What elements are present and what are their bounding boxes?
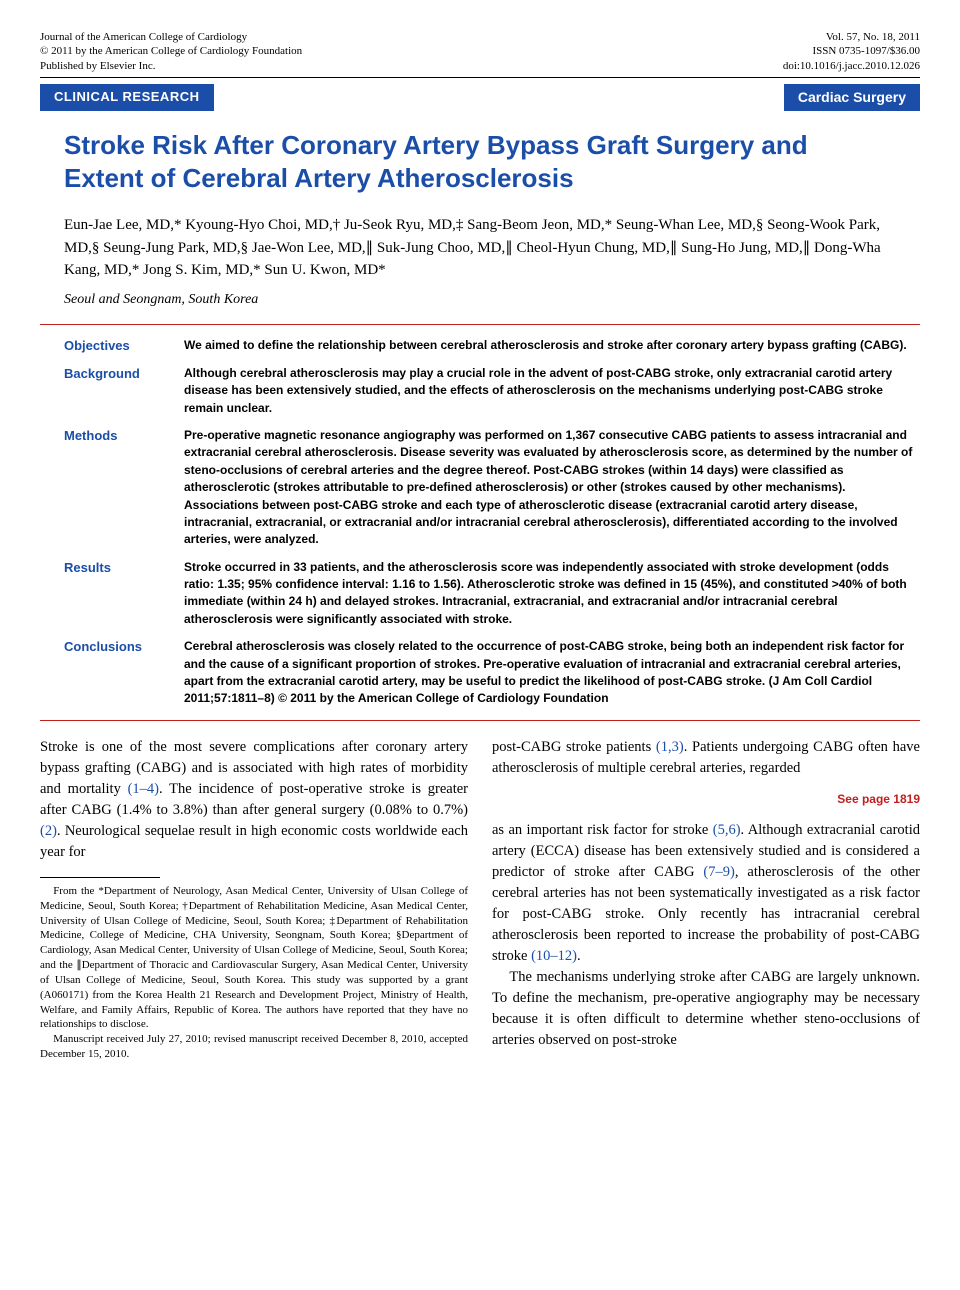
citation-link[interactable]: (2)	[40, 823, 57, 839]
section-banner: CLINICAL RESEARCH Cardiac Surgery	[40, 84, 920, 112]
citation-link[interactable]: (1,3)	[656, 739, 684, 755]
abstract-label-background: Background	[64, 365, 184, 383]
abstract-label-results: Results	[64, 559, 184, 577]
section-type: CLINICAL RESEARCH	[40, 84, 214, 112]
manuscript-dates-footnote: Manuscript received July 27, 2010; revis…	[40, 1032, 468, 1062]
publisher: Published by Elsevier Inc.	[40, 59, 302, 73]
citation-link[interactable]: (10–12)	[531, 948, 577, 964]
doi: doi:10.1016/j.jacc.2010.12.026	[783, 59, 920, 73]
author-list: Eun-Jae Lee, MD,* Kyoung-Hyo Choi, MD,† …	[64, 214, 884, 282]
article-title: Stroke Risk After Coronary Artery Bypass…	[64, 129, 864, 194]
see-page-link[interactable]: See page 1819	[492, 791, 920, 808]
abstract-row: Objectives We aimed to define the relati…	[64, 337, 920, 355]
abstract-row: Background Although cerebral atheroscler…	[64, 365, 920, 417]
abstract-text-background: Although cerebral atherosclerosis may pl…	[184, 365, 920, 417]
header-right: Vol. 57, No. 18, 2011 ISSN 0735-1097/$36…	[783, 30, 920, 73]
abstract-row: Results Stroke occurred in 33 patients, …	[64, 559, 920, 629]
abstract-text-methods: Pre-operative magnetic resonance angiogr…	[184, 427, 920, 549]
divider-top	[40, 324, 920, 325]
issn: ISSN 0735-1097/$36.00	[783, 44, 920, 58]
journal-header: Journal of the American College of Cardi…	[40, 30, 920, 78]
abstract-row: Conclusions Cerebral atherosclerosis was…	[64, 638, 920, 708]
abstract-label-conclusions: Conclusions	[64, 638, 184, 656]
abstract-text-conclusions: Cerebral atherosclerosis was closely rel…	[184, 638, 920, 708]
affiliation-footnote: From the *Department of Neurology, Asan …	[40, 884, 468, 1032]
affiliation: Seoul and Seongnam, South Korea	[64, 290, 920, 310]
abstract-label-methods: Methods	[64, 427, 184, 445]
abstract-row: Methods Pre-operative magnetic resonance…	[64, 427, 920, 549]
section-topic: Cardiac Surgery	[784, 84, 920, 112]
left-column: Stroke is one of the most severe complic…	[40, 737, 468, 1062]
header-left: Journal of the American College of Cardi…	[40, 30, 302, 73]
abstract-label-objectives: Objectives	[64, 337, 184, 355]
body-paragraph: post-CABG stroke patients (1,3). Patient…	[492, 737, 920, 779]
body-paragraph: Stroke is one of the most severe complic…	[40, 737, 468, 863]
abstract-text-results: Stroke occurred in 33 patients, and the …	[184, 559, 920, 629]
body-paragraph: The mechanisms underlying stroke after C…	[492, 967, 920, 1051]
citation-link[interactable]: (1–4)	[128, 781, 159, 797]
right-column: post-CABG stroke patients (1,3). Patient…	[492, 737, 920, 1062]
structured-abstract: Objectives We aimed to define the relati…	[64, 337, 920, 708]
citation-link[interactable]: (5,6)	[713, 822, 741, 838]
body-paragraph: as an important risk factor for stroke (…	[492, 820, 920, 967]
journal-name: Journal of the American College of Cardi…	[40, 30, 302, 44]
divider-bottom	[40, 720, 920, 721]
volume-issue: Vol. 57, No. 18, 2011	[783, 30, 920, 44]
citation-link[interactable]: (7–9)	[703, 864, 734, 880]
article-body: Stroke is one of the most severe complic…	[40, 737, 920, 1062]
copyright: © 2011 by the American College of Cardio…	[40, 44, 302, 58]
abstract-text-objectives: We aimed to define the relationship betw…	[184, 337, 920, 354]
footnote-rule	[40, 877, 160, 878]
